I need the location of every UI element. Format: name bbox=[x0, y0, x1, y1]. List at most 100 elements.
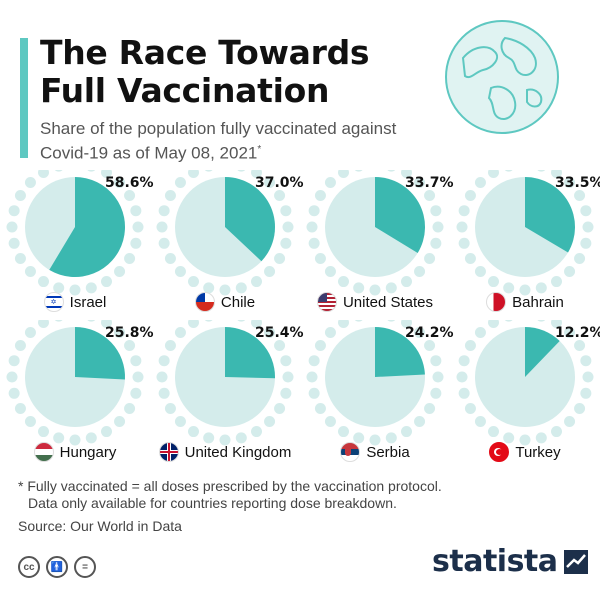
decor-dot bbox=[551, 320, 562, 328]
country-label: United States bbox=[300, 292, 450, 312]
decor-dot bbox=[114, 266, 126, 278]
decor-dot bbox=[158, 205, 170, 217]
decor-dot bbox=[264, 266, 276, 278]
decor-dot bbox=[251, 426, 262, 438]
decor-dot bbox=[280, 237, 292, 249]
decor-dot bbox=[164, 190, 176, 201]
israel-flag-icon: ✡ bbox=[43, 292, 64, 312]
decor-dot bbox=[130, 355, 142, 367]
by-icon[interactable]: 🚹 bbox=[46, 556, 68, 578]
decor-dot bbox=[38, 276, 49, 288]
decor-dot bbox=[488, 276, 499, 288]
decor-dot bbox=[314, 403, 326, 414]
pie-chile bbox=[156, 170, 294, 296]
pie-cell-united-states: 33.7% United States bbox=[300, 170, 454, 320]
decor-dot bbox=[188, 320, 199, 328]
decor-dot bbox=[430, 205, 442, 217]
pie-united-states bbox=[306, 170, 444, 296]
hungary-flag-icon bbox=[33, 442, 54, 462]
decor-dot bbox=[308, 205, 320, 217]
decor-dot bbox=[424, 190, 436, 201]
decor-dot bbox=[324, 326, 336, 338]
decor-dot bbox=[314, 253, 326, 264]
decor-dot bbox=[306, 221, 318, 233]
decor-dot bbox=[24, 176, 36, 188]
decor-dot bbox=[424, 340, 436, 351]
decor-dot bbox=[464, 340, 476, 351]
decor-dot bbox=[8, 387, 20, 399]
pie-cell-bahrain: 33.5% Bahrain bbox=[450, 170, 600, 320]
decor-dot bbox=[14, 190, 26, 201]
decor-dot bbox=[580, 237, 592, 249]
brand-logo[interactable]: statista bbox=[432, 544, 588, 579]
decor-dot bbox=[324, 266, 336, 278]
decor-dot bbox=[564, 176, 576, 188]
uk-flag-icon bbox=[158, 442, 179, 462]
nd-icon[interactable]: = bbox=[74, 556, 96, 578]
decor-dot bbox=[130, 205, 142, 217]
decor-dot bbox=[430, 387, 442, 399]
pie-filled-slice bbox=[375, 177, 425, 253]
decor-dot bbox=[24, 326, 36, 338]
decor-dot bbox=[564, 416, 576, 428]
pie-bahrain bbox=[456, 170, 594, 296]
decor-dot bbox=[401, 426, 412, 438]
decor-dot bbox=[204, 170, 213, 172]
pie-hungary bbox=[6, 320, 144, 446]
value-label: 12.2% bbox=[555, 325, 600, 341]
decor-dot bbox=[188, 426, 199, 438]
decor-dot bbox=[308, 355, 320, 367]
pie-serbia bbox=[306, 320, 444, 446]
decor-dot bbox=[188, 276, 199, 288]
decor-dot bbox=[54, 170, 63, 172]
statista-logo-icon bbox=[563, 549, 588, 574]
value-label: 24.2% bbox=[405, 325, 454, 341]
cc-icon[interactable]: cc bbox=[18, 556, 40, 578]
license-icons: cc 🚹 = bbox=[18, 556, 96, 578]
decor-dot bbox=[6, 371, 18, 383]
decor-dot bbox=[174, 176, 186, 188]
decor-dot bbox=[53, 432, 65, 444]
decor-dot bbox=[353, 282, 365, 294]
decor-dot bbox=[564, 326, 576, 338]
decor-dot bbox=[101, 426, 112, 438]
decor-dot bbox=[158, 237, 170, 249]
decor-dot bbox=[69, 284, 81, 296]
pie-filled-slice bbox=[225, 177, 275, 262]
decor-dot bbox=[156, 221, 168, 233]
decor-dot bbox=[564, 266, 576, 278]
decor-dot bbox=[251, 170, 262, 178]
decor-dot bbox=[251, 320, 262, 328]
decor-dot bbox=[551, 276, 562, 288]
decor-dot bbox=[464, 190, 476, 201]
decor-dot bbox=[237, 320, 246, 322]
pie-cell-serbia: 24.2% Serbia bbox=[300, 320, 454, 470]
decor-dot bbox=[385, 432, 397, 444]
decor-dot bbox=[369, 284, 381, 296]
chile-flag-icon bbox=[194, 292, 215, 312]
decor-dot bbox=[124, 403, 136, 414]
decor-dot bbox=[519, 284, 531, 296]
accent-bar bbox=[20, 38, 28, 158]
decor-dot bbox=[430, 237, 442, 249]
decor-dot bbox=[504, 170, 513, 172]
decor-dot bbox=[264, 416, 276, 428]
decor-dot bbox=[264, 176, 276, 188]
decor-dot bbox=[474, 266, 486, 278]
decor-dot bbox=[456, 371, 468, 383]
decor-dot bbox=[38, 426, 49, 438]
decor-dot bbox=[85, 282, 97, 294]
decor-dot bbox=[87, 320, 96, 322]
globe-icon bbox=[445, 20, 559, 134]
logo-mark bbox=[565, 553, 586, 568]
decor-dot bbox=[203, 282, 215, 294]
decor-dot bbox=[274, 340, 286, 351]
pie-filled-slice bbox=[525, 177, 575, 253]
decor-dot bbox=[458, 237, 470, 249]
decor-dot bbox=[101, 170, 112, 178]
decor-dot bbox=[308, 237, 320, 249]
decor-dot bbox=[414, 326, 426, 338]
decor-dot bbox=[385, 282, 397, 294]
decor-dot bbox=[353, 432, 365, 444]
decor-dot bbox=[503, 282, 515, 294]
